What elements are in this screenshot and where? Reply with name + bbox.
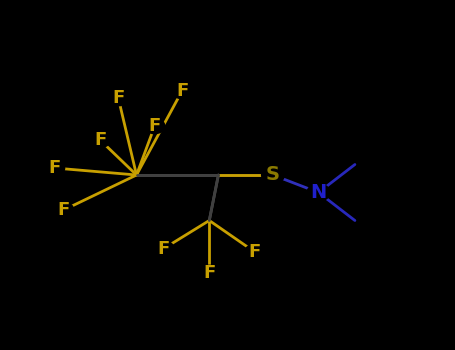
Circle shape [145, 118, 165, 134]
Text: F: F [176, 82, 188, 100]
Circle shape [262, 166, 284, 184]
Text: N: N [310, 183, 327, 202]
Text: F: F [249, 243, 261, 261]
Text: F: F [94, 131, 106, 149]
Circle shape [307, 184, 330, 201]
Circle shape [90, 132, 110, 148]
Circle shape [172, 83, 192, 99]
Text: F: F [149, 117, 161, 135]
Text: F: F [203, 264, 215, 282]
Text: S: S [266, 166, 280, 184]
Circle shape [54, 202, 74, 218]
Text: F: F [112, 89, 124, 107]
Text: F: F [58, 201, 70, 219]
Circle shape [45, 160, 65, 176]
Circle shape [199, 265, 219, 281]
Text: F: F [49, 159, 61, 177]
Text: F: F [158, 239, 170, 258]
Circle shape [108, 90, 128, 106]
Circle shape [245, 244, 265, 260]
Circle shape [154, 241, 174, 256]
